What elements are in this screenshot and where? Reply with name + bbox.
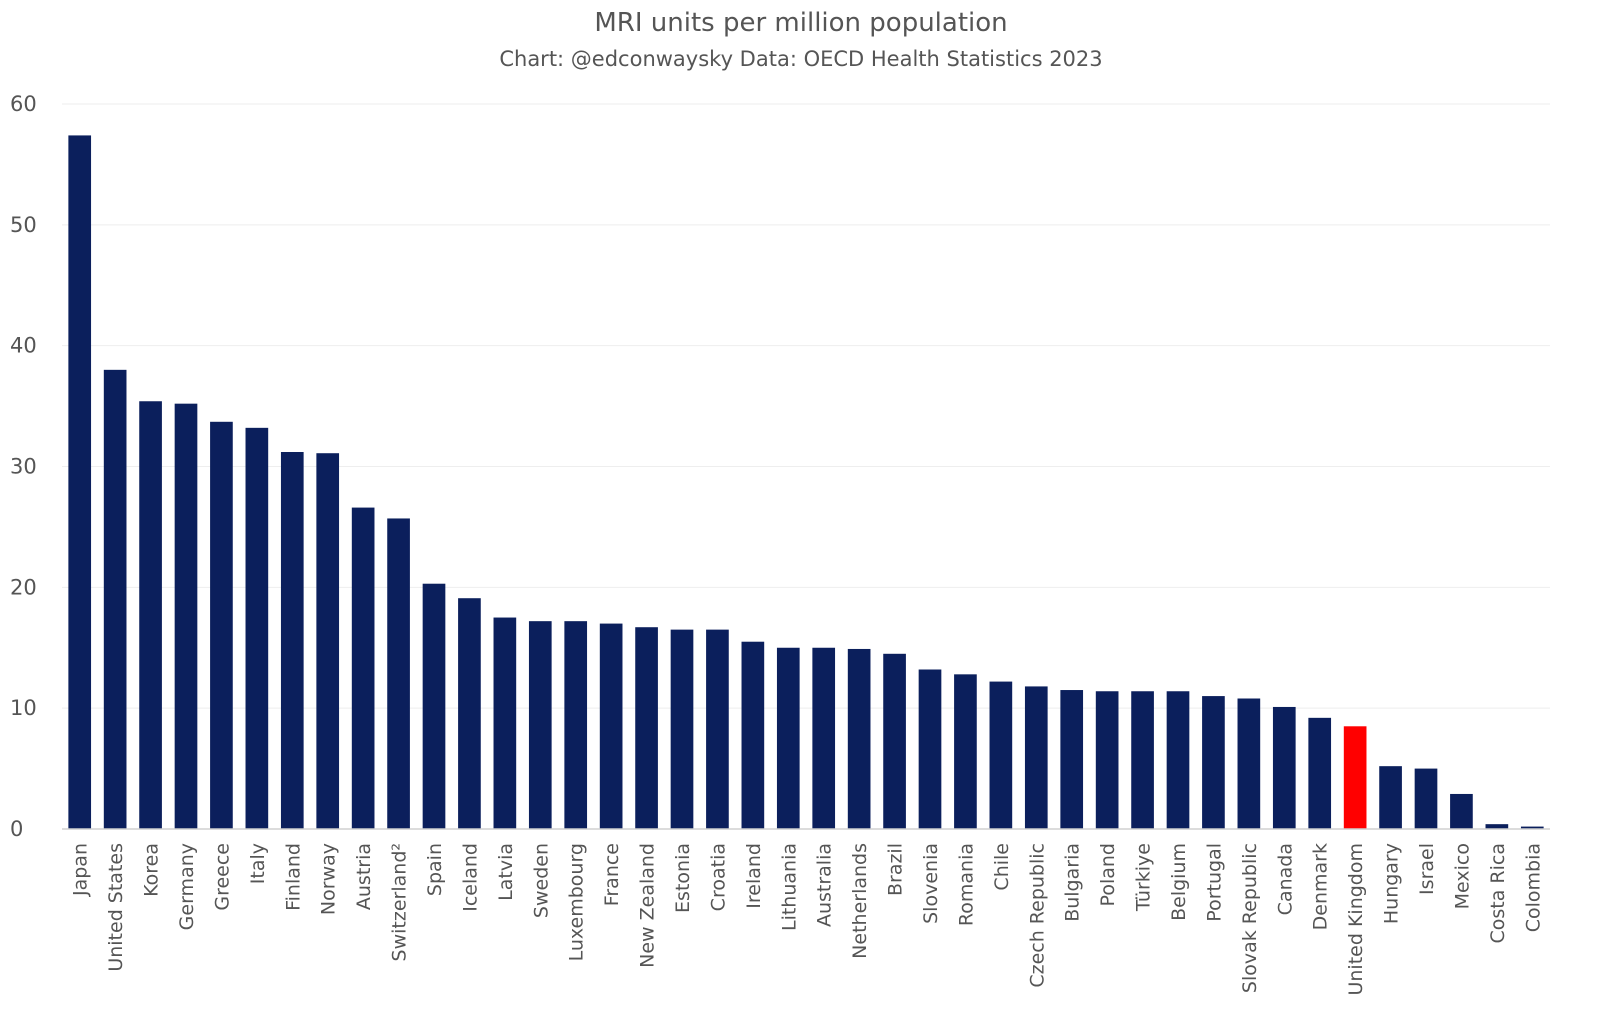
bar <box>1379 766 1402 829</box>
bar <box>564 621 588 829</box>
gridlines <box>62 103 1550 709</box>
x-category-label: United States <box>105 843 127 972</box>
bar <box>776 647 800 829</box>
y-tick-label: 0 <box>10 817 23 841</box>
bar <box>1343 726 1367 829</box>
bar <box>174 403 198 829</box>
x-category-label: Slovenia <box>920 843 942 924</box>
y-tick-label: 40 <box>10 334 37 358</box>
x-category-label: Spain <box>424 843 446 896</box>
x-category-label: France <box>601 843 623 906</box>
bar <box>741 641 765 829</box>
bar <box>812 647 836 829</box>
x-category-label: Luxembourg <box>566 843 588 961</box>
x-category-label: New Zealand <box>637 843 659 968</box>
bar <box>1414 768 1438 829</box>
x-category-label: Ireland <box>743 843 765 909</box>
x-category-label: Brazil <box>885 843 907 896</box>
bar <box>351 507 375 829</box>
bar <box>706 629 729 829</box>
x-category-label: Iceland <box>459 843 481 912</box>
bar <box>1485 824 1509 829</box>
y-tick-label: 20 <box>10 575 37 599</box>
x-category-label: Norway <box>318 843 340 915</box>
x-category-label: Belgium <box>1168 843 1190 921</box>
bar <box>1095 691 1119 829</box>
x-axis-category-labels: Japan United States Korea Germany Greece Ital… <box>70 843 1545 996</box>
bar <box>670 629 694 829</box>
bar <box>1520 826 1544 829</box>
x-category-label: Japan <box>70 843 92 897</box>
x-category-label: Latvia <box>495 843 517 901</box>
x-category-label: Italy <box>247 843 269 884</box>
x-category-label: Israel <box>1416 843 1438 895</box>
x-category-label: Estonia <box>672 843 694 913</box>
x-category-label: Poland <box>1097 843 1119 906</box>
x-category-label: Switzerland² <box>389 843 411 961</box>
bar <box>1060 690 1084 829</box>
x-category-label: Australia <box>814 843 836 927</box>
x-category-label: Croatia <box>707 843 729 911</box>
bar <box>493 617 517 829</box>
bar <box>1166 691 1190 829</box>
bar <box>528 621 552 829</box>
x-category-label: Netherlands <box>849 843 871 959</box>
bar <box>458 598 481 829</box>
x-category-label: Lithuania <box>778 843 800 931</box>
x-category-label: Canada <box>1274 843 1296 915</box>
bar <box>1308 717 1332 829</box>
y-axis-tick-labels: 0 10 20 30 40 50 60 <box>10 92 37 841</box>
x-category-label: Czech Republic <box>1026 843 1048 988</box>
chart-subtitle: Chart: @edconwaysky Data: OECD Health St… <box>499 47 1103 71</box>
x-category-label: Austria <box>353 843 375 910</box>
x-category-label: Türkiye <box>1133 843 1155 912</box>
bar <box>280 452 304 829</box>
y-tick-label: 50 <box>10 213 37 237</box>
bar <box>1450 793 1473 829</box>
bar <box>316 453 340 829</box>
bar <box>1272 706 1296 829</box>
x-category-label: Costa Rica <box>1487 843 1509 944</box>
bar <box>1131 691 1154 829</box>
bar <box>918 669 942 829</box>
x-category-label: Germany <box>176 843 198 930</box>
x-category-label: Greece <box>211 843 233 911</box>
bar <box>1237 698 1261 829</box>
x-category-label: United Kingdom <box>1345 843 1367 996</box>
x-category-label: Finland <box>282 843 304 911</box>
x-category-label: Colombia <box>1522 843 1544 932</box>
x-category-label: Denmark <box>1310 843 1332 930</box>
bar <box>989 681 1013 829</box>
y-tick-label: 60 <box>10 92 37 116</box>
x-category-label: Sweden <box>530 843 552 918</box>
x-category-label: Bulgaria <box>1062 843 1084 922</box>
x-category-label: Portugal <box>1203 843 1225 922</box>
bar <box>139 401 162 829</box>
y-tick-label: 10 <box>10 696 37 720</box>
x-category-label: Mexico <box>1451 843 1473 909</box>
bar <box>954 674 977 829</box>
x-category-label: Hungary <box>1381 843 1403 924</box>
bar <box>210 421 233 829</box>
bar <box>883 653 906 829</box>
bar <box>68 135 92 829</box>
bar <box>245 427 269 829</box>
bar <box>847 648 871 829</box>
x-category-label: Chile <box>991 843 1013 891</box>
x-category-label: Slovak Republic <box>1239 843 1261 993</box>
bar <box>635 627 658 829</box>
bar <box>103 369 127 829</box>
chart-title: MRI units per million population <box>594 8 1008 38</box>
bars <box>68 135 1544 829</box>
bar <box>422 583 446 829</box>
x-category-label: Korea <box>141 843 163 897</box>
bar <box>599 623 623 829</box>
y-tick-label: 30 <box>10 455 37 479</box>
bar <box>387 518 410 829</box>
bar <box>1024 686 1048 829</box>
x-category-label: Romania <box>955 843 977 926</box>
bar <box>1202 696 1225 829</box>
